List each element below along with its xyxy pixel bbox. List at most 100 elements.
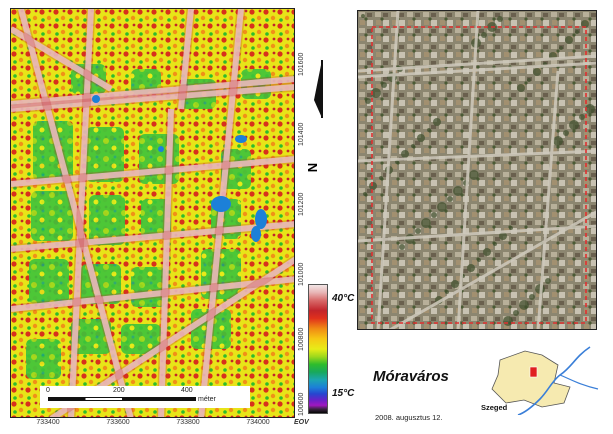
tree-canopy (553, 136, 563, 146)
north-arrow: N (305, 60, 330, 190)
scale-bar: 0 200 400 méter (40, 386, 250, 408)
road-edge (11, 154, 294, 189)
tree-canopy (529, 294, 535, 300)
tree-canopy (361, 14, 365, 18)
tree-canopy (509, 226, 513, 230)
vegetation-patch (86, 127, 124, 182)
inset-city-label: Szeged (481, 403, 508, 412)
tree-canopy (445, 290, 449, 294)
vegetation-patch (131, 69, 161, 94)
road-edge (156, 108, 176, 417)
temperature-legend-bar (308, 284, 328, 414)
tree-canopy (499, 232, 507, 240)
tree-canopy (483, 248, 491, 256)
tree-canopy (575, 30, 579, 34)
tree-canopy (395, 160, 399, 164)
tree-canopy (545, 278, 551, 284)
x-tick-label: 733400 (36, 419, 60, 426)
road-edge (176, 9, 196, 110)
cool-spot (158, 146, 164, 152)
tree-canopy (417, 134, 425, 142)
road (198, 9, 244, 417)
vegetation-patch (26, 339, 61, 379)
tree-canopy (559, 46, 563, 50)
street (358, 149, 596, 163)
road (18, 9, 134, 417)
road (11, 156, 294, 187)
road (11, 276, 294, 312)
tree-canopy (467, 264, 475, 272)
tree-canopy (363, 192, 367, 196)
vegetation-patch (121, 324, 161, 354)
road-edge (11, 274, 294, 314)
road-edge (196, 9, 246, 417)
tree-canopy (585, 104, 595, 114)
road-edge (11, 219, 294, 254)
street (376, 11, 400, 329)
cool-spot (255, 209, 267, 229)
x-tick-label: 733800 (176, 419, 200, 426)
scale-label: 0 (46, 387, 50, 394)
road (11, 76, 294, 107)
road-edge (66, 9, 96, 417)
tree-canopy (565, 36, 573, 44)
study-area-outline (371, 26, 587, 324)
tree-canopy (431, 212, 437, 218)
tree-canopy (379, 176, 383, 180)
thermal-map (10, 8, 295, 418)
tree-canopy (411, 144, 415, 148)
vegetation-patch (71, 319, 111, 354)
legend-max-label: 40°C (332, 293, 355, 304)
legend-min-label: 15°C (332, 388, 355, 399)
tree-canopy (497, 16, 503, 22)
cool-spot (92, 95, 100, 103)
road-edge (11, 25, 114, 93)
tree-canopy (453, 186, 463, 196)
acquisition-date: 2008. augusztus 12. (375, 413, 443, 422)
crs-label: EOV (294, 419, 309, 426)
road (11, 221, 294, 252)
tree-canopy (369, 182, 377, 190)
street (358, 224, 596, 243)
locator-map (480, 345, 600, 416)
tree-canopy (493, 242, 497, 246)
tree-canopy (513, 310, 519, 316)
locator-map-graphic (491, 346, 599, 416)
scale-label: 200 (113, 387, 125, 394)
tree-canopy (365, 98, 371, 104)
tree-canopy (533, 68, 541, 76)
y-tick-label: 101400 (298, 122, 305, 146)
vegetation-patch (89, 195, 125, 245)
vegetation-patch (141, 199, 171, 239)
x-tick-label: 734000 (246, 419, 270, 426)
north-arrow-label: N (305, 162, 321, 173)
road-edge (16, 9, 136, 417)
street (456, 11, 480, 329)
street (358, 54, 596, 73)
tree-canopy (447, 196, 453, 202)
study-area-marker (529, 366, 538, 378)
tree-canopy (433, 118, 441, 126)
road (11, 26, 113, 92)
tree-canopy (451, 280, 459, 288)
tree-canopy (563, 130, 569, 136)
tree-canopy (415, 228, 421, 234)
tree-canopy (399, 244, 405, 250)
y-tick-label: 101600 (298, 52, 305, 76)
tree-canopy (517, 84, 525, 92)
tree-canopy (381, 82, 387, 88)
scale-unit: méter (198, 396, 216, 403)
vegetation-patch (29, 259, 69, 304)
tree-canopy (421, 218, 431, 228)
road (11, 84, 294, 112)
tree-canopy (371, 88, 381, 98)
tree-canopy (527, 78, 531, 82)
tree-canopy (503, 316, 513, 326)
scale-bar-graphic (48, 397, 196, 401)
cool-spot (251, 226, 261, 242)
tree-canopy (481, 32, 487, 38)
aerial-photo (357, 10, 597, 330)
street (388, 210, 596, 329)
aerial-photo-canvas (358, 11, 596, 329)
place-title: Móraváros (373, 368, 449, 385)
